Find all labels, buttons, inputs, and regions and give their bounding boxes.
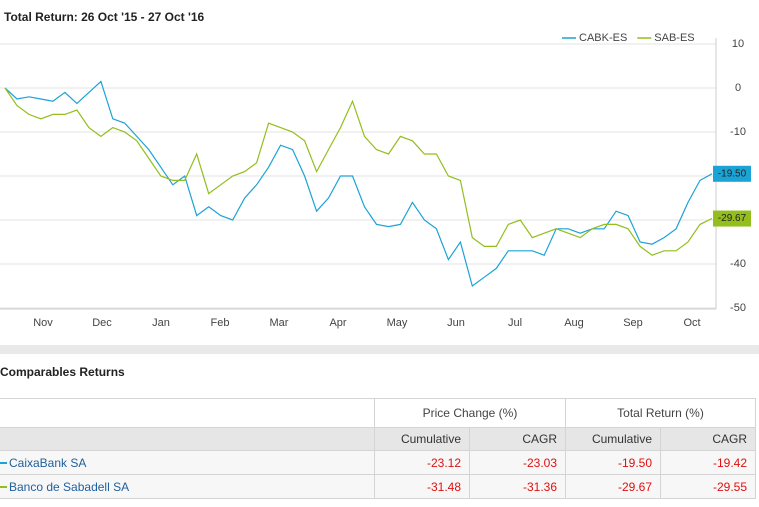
- returns-table: Price Change (%) Total Return (%) Cumula…: [0, 398, 756, 499]
- y-tick-label: 0: [735, 82, 741, 94]
- series-line: [4, 87, 713, 256]
- legend-label: SAB-ES: [654, 32, 694, 44]
- x-tick-label: Jun: [447, 317, 465, 329]
- series-marker: [0, 486, 7, 489]
- end-label-box: [713, 210, 751, 227]
- end-label: -19.50: [718, 168, 747, 179]
- value-cell: -19.42: [660, 450, 756, 475]
- group-header: Total Return (%): [565, 398, 756, 428]
- column-header: CAGR: [660, 427, 756, 451]
- y-tick-label: -40: [730, 258, 746, 270]
- company-link[interactable]: Banco de Sabadell SA: [9, 479, 130, 494]
- data-row: Banco de Sabadell SA -31.48 -31.36 -29.67 -2…: [0, 474, 756, 499]
- blank-cell: [0, 427, 375, 451]
- value-cell: -23.03: [469, 450, 566, 475]
- x-tick-label: Jan: [152, 317, 170, 329]
- column-header: Cumulative: [565, 427, 661, 451]
- x-tick-label: Mar: [270, 317, 289, 329]
- data-row: CaixaBank SA -23.12 -23.03 -19.50 -19.42: [0, 450, 756, 475]
- x-tick-label: Sep: [623, 317, 643, 329]
- end-label-box: [713, 165, 751, 182]
- company-link[interactable]: CaixaBank SA: [9, 455, 87, 470]
- group-header: Price Change (%): [374, 398, 566, 428]
- chart-title: Total Return: 26 Oct '15 - 27 Oct '16: [4, 10, 205, 24]
- value-cell: -19.50: [565, 450, 661, 475]
- company-cell: Banco de Sabadell SA: [0, 474, 375, 499]
- value-cell: -29.55: [660, 474, 756, 499]
- x-tick-label: Nov: [33, 317, 53, 329]
- group-row: Price Change (%) Total Return (%): [0, 398, 756, 428]
- column-header: CAGR: [469, 427, 566, 451]
- x-tick-label: Jul: [508, 317, 522, 329]
- x-tick-label: Aug: [564, 317, 584, 329]
- x-tick-label: May: [387, 317, 408, 329]
- column-header: Cumulative: [374, 427, 470, 451]
- y-tick-label: 10: [732, 38, 744, 50]
- value-cell: -31.48: [374, 474, 470, 499]
- series-marker: [0, 462, 7, 465]
- value-cell: -23.12: [374, 450, 470, 475]
- y-tick-label: -50: [730, 302, 746, 314]
- value-cell: -29.67: [565, 474, 661, 499]
- x-tick-label: Feb: [211, 317, 230, 329]
- x-tick-label: Dec: [92, 317, 112, 329]
- chart: Total Return: 26 Oct '15 - 27 Oct '16 10…: [0, 10, 751, 329]
- separator: [0, 345, 759, 354]
- end-label: -29.67: [718, 213, 747, 224]
- y-tick-label: -10: [730, 126, 746, 138]
- section-title: Comparables Returns: [0, 365, 125, 379]
- series-line: [4, 80, 713, 288]
- value-cell: -31.36: [469, 474, 566, 499]
- company-cell: CaixaBank SA: [0, 450, 375, 475]
- x-tick-label: Apr: [329, 317, 346, 329]
- x-tick-label: Oct: [683, 317, 700, 329]
- sub-header-row: Cumulative CAGR Cumulative CAGR: [0, 427, 756, 451]
- legend-label: CABK-ES: [579, 32, 627, 44]
- blank-cell: [0, 398, 375, 428]
